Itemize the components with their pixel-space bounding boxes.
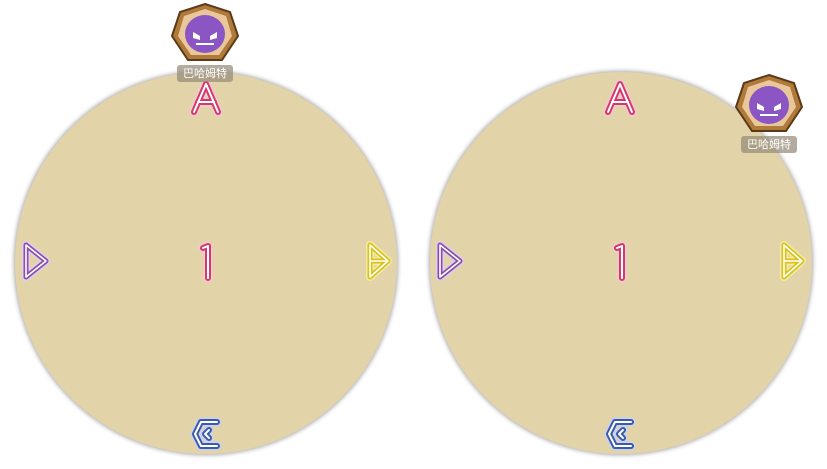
boss-marker: 巴哈姆特 [168,2,242,82]
boss-name-label: 巴哈姆特 [741,136,797,153]
waymark-c-icon [187,414,227,454]
waymark-d-icon [430,241,470,281]
waymark-1-icon [186,241,226,283]
waymark-b-icon [772,241,812,281]
waymark-d-icon [16,241,56,281]
boss-name-label: 巴哈姆特 [177,65,233,82]
hooded-mask-icon [734,73,804,132]
hooded-mask-icon [170,2,240,61]
waymark-a-icon [600,78,640,118]
waymark-a-icon [186,78,226,118]
waymark-b-icon [358,241,398,281]
waymark-c-icon [601,414,641,454]
boss-marker: 巴哈姆特 [732,73,806,153]
waymark-1-icon [600,241,640,283]
